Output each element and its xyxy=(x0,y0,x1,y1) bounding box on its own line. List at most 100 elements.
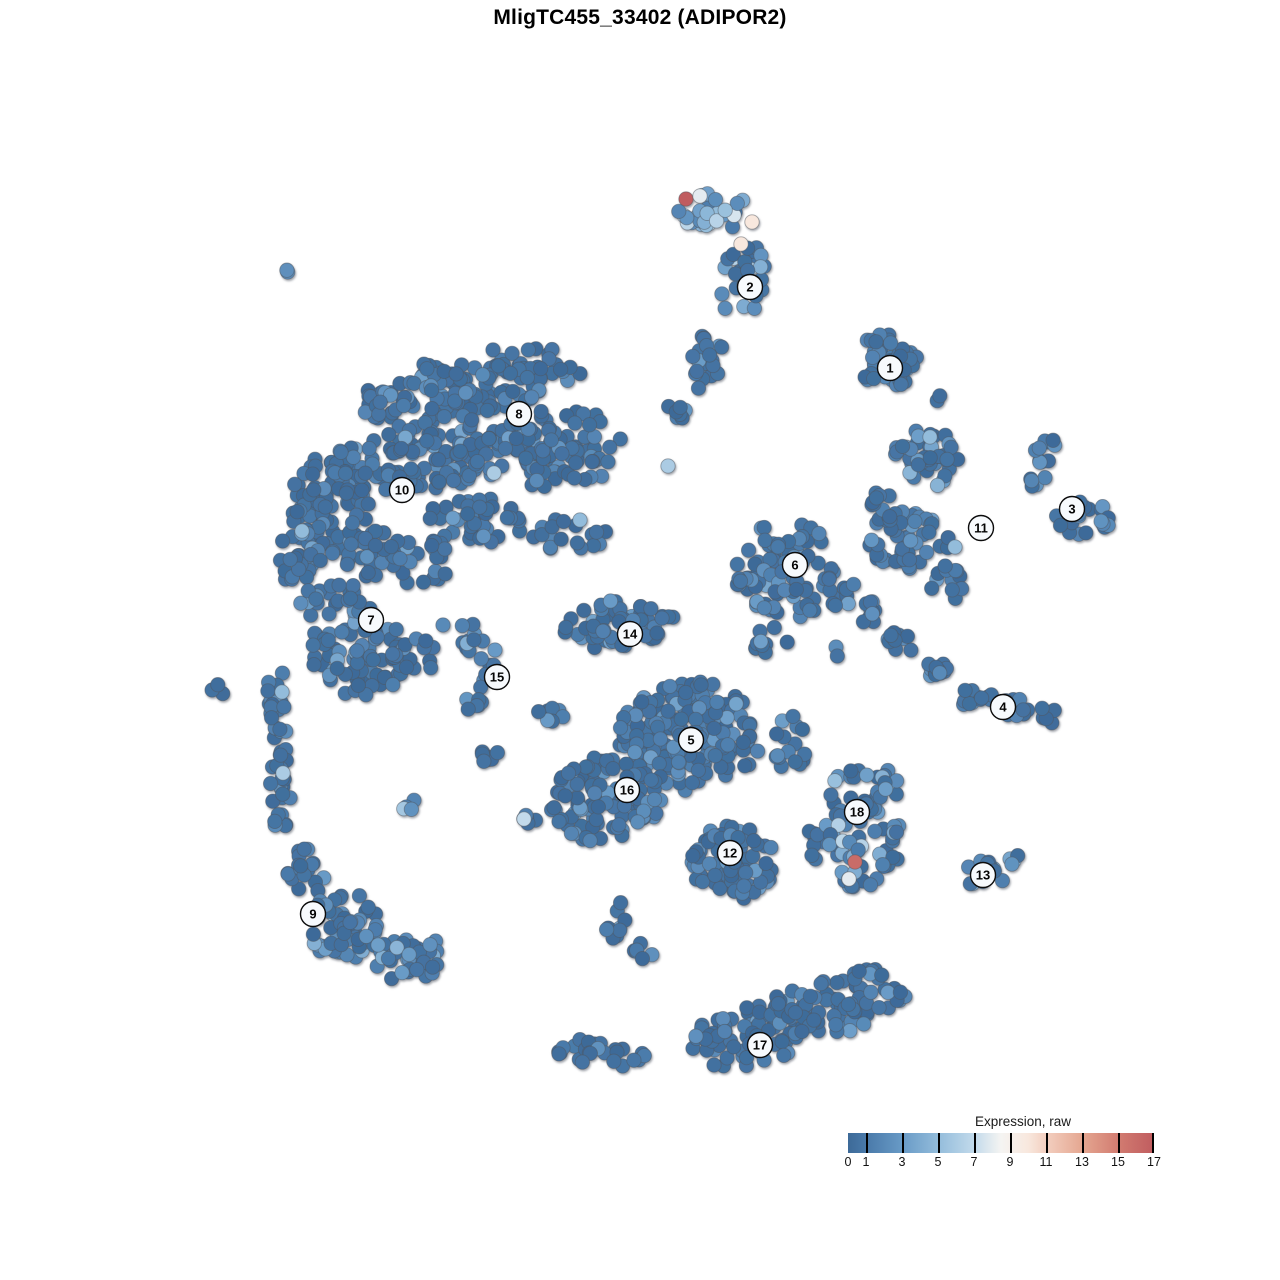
cell-point xyxy=(392,550,408,567)
cell-point xyxy=(712,880,728,897)
cell-point xyxy=(843,763,859,779)
cell-point xyxy=(210,677,226,693)
cluster-label-circle xyxy=(843,798,871,826)
cell-point xyxy=(769,748,786,764)
legend-tick-label: 17 xyxy=(1147,1155,1161,1169)
cell-point xyxy=(643,772,659,788)
cell-point xyxy=(851,963,867,979)
legend-tick-labels: 0 1 3 5 7 9 11 13 15 17 xyxy=(845,1155,1161,1171)
cell-point xyxy=(534,527,550,543)
cell-point xyxy=(388,621,404,638)
cell-point xyxy=(684,775,700,791)
cell-point xyxy=(939,451,955,468)
cell-point xyxy=(707,867,723,884)
cell-point xyxy=(504,345,520,362)
cluster-label-12: 12 xyxy=(716,839,744,867)
cell-point xyxy=(690,762,706,779)
cell-point xyxy=(627,744,643,760)
cell-point xyxy=(294,523,310,539)
cell-point xyxy=(922,450,938,466)
cell-point xyxy=(487,642,503,658)
cell-point xyxy=(475,367,491,383)
cell-point xyxy=(367,537,384,554)
cell-point xyxy=(489,744,506,761)
cell-point xyxy=(497,440,514,457)
cell-point xyxy=(611,817,627,833)
cell-point xyxy=(436,409,452,425)
cell-point xyxy=(875,857,891,873)
cell-point xyxy=(518,450,534,466)
cell-point xyxy=(424,959,441,975)
cluster-label-circle xyxy=(746,1031,774,1059)
cell-point xyxy=(785,708,801,725)
legend-tick-mark xyxy=(1010,1133,1012,1153)
cell-point xyxy=(324,545,341,561)
cluster-label-11: 11 xyxy=(967,514,995,542)
cell-point xyxy=(530,703,547,720)
cell-point xyxy=(1093,513,1109,529)
cell-point xyxy=(563,825,580,842)
cluster-label-text: 9 xyxy=(309,907,316,922)
cell-point xyxy=(263,710,280,726)
cell-point xyxy=(473,651,489,667)
cell-point xyxy=(272,747,289,763)
cell-point xyxy=(287,476,303,492)
cell-point xyxy=(736,878,752,894)
cell-point xyxy=(409,961,425,978)
cell-point xyxy=(464,412,480,428)
cell-point xyxy=(626,1052,642,1068)
cell-point xyxy=(372,394,388,410)
cluster-label-16: 16 xyxy=(613,776,641,804)
cell-point xyxy=(811,525,827,542)
cell-point xyxy=(732,573,749,589)
cell-point xyxy=(553,531,569,547)
cell-point xyxy=(447,393,463,409)
cell-point xyxy=(758,855,774,872)
cell-point xyxy=(585,538,602,554)
cell-point xyxy=(883,627,899,643)
cell-point xyxy=(856,1016,872,1032)
cell-point xyxy=(342,590,359,606)
cell-point xyxy=(922,429,938,445)
cell-point xyxy=(383,538,399,555)
legend-tick-label: 15 xyxy=(1111,1155,1125,1169)
cell-point xyxy=(365,652,381,668)
legend-tick-label: 13 xyxy=(1075,1155,1089,1169)
cell-point xyxy=(458,385,474,401)
cell-point xyxy=(829,974,845,991)
cell-point xyxy=(794,721,811,738)
cell-point xyxy=(735,734,751,750)
cell-point xyxy=(359,549,375,565)
cell-point xyxy=(360,564,376,581)
cell-point xyxy=(385,677,401,693)
cell-point xyxy=(524,389,540,405)
legend-tick-mark xyxy=(974,1133,976,1153)
cell-point xyxy=(393,440,410,457)
cell-point xyxy=(567,415,583,431)
cell-point xyxy=(634,950,651,967)
cell-point xyxy=(469,453,486,470)
cell-point xyxy=(932,665,948,681)
cluster-label-9: 9 xyxy=(299,900,327,928)
cluster-label-circle xyxy=(388,476,416,504)
cell-point xyxy=(361,440,377,457)
cell-point xyxy=(422,937,438,953)
cell-point xyxy=(279,262,295,278)
legend-tick-mark xyxy=(1046,1133,1048,1153)
cell-point xyxy=(670,754,687,770)
cluster-label-14: 14 xyxy=(616,620,644,648)
cell-point xyxy=(499,510,515,526)
cell-point xyxy=(738,1049,755,1066)
cluster-label-7: 7 xyxy=(357,606,385,634)
cell-point xyxy=(918,544,935,560)
legend-tick-label: 1 xyxy=(862,1155,870,1169)
cell-point xyxy=(713,339,730,355)
cell-point xyxy=(576,602,592,619)
cell-point xyxy=(1004,856,1020,872)
cluster-label-circle xyxy=(616,620,644,648)
cluster-label-circle xyxy=(989,693,1017,721)
cell-point xyxy=(787,1004,803,1021)
cell-point xyxy=(395,397,412,414)
cell-point xyxy=(574,1054,591,1070)
